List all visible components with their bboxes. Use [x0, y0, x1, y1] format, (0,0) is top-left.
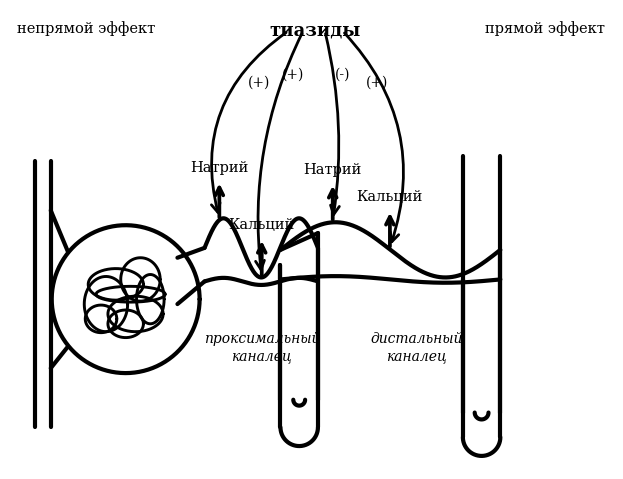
Text: (+): (+)	[247, 75, 270, 89]
Text: (+): (+)	[366, 75, 388, 89]
Text: Кальций: Кальций	[229, 218, 295, 232]
Text: тиазиды: тиазиды	[269, 21, 361, 39]
Text: Натрий: Натрий	[190, 160, 249, 175]
Text: Кальций: Кальций	[357, 190, 423, 204]
Text: проксимальный: проксимальный	[204, 331, 320, 345]
Text: каналец: каналец	[231, 349, 292, 364]
Text: Натрий: Натрий	[303, 163, 362, 177]
Text: прямой эффект: прямой эффект	[485, 21, 605, 36]
Text: непрямой эффект: непрямой эффект	[17, 21, 155, 36]
Text: (-): (-)	[335, 68, 350, 81]
Text: каналец: каналец	[386, 349, 447, 364]
Text: (+): (+)	[282, 68, 305, 81]
Text: дистальный: дистальный	[370, 331, 463, 345]
